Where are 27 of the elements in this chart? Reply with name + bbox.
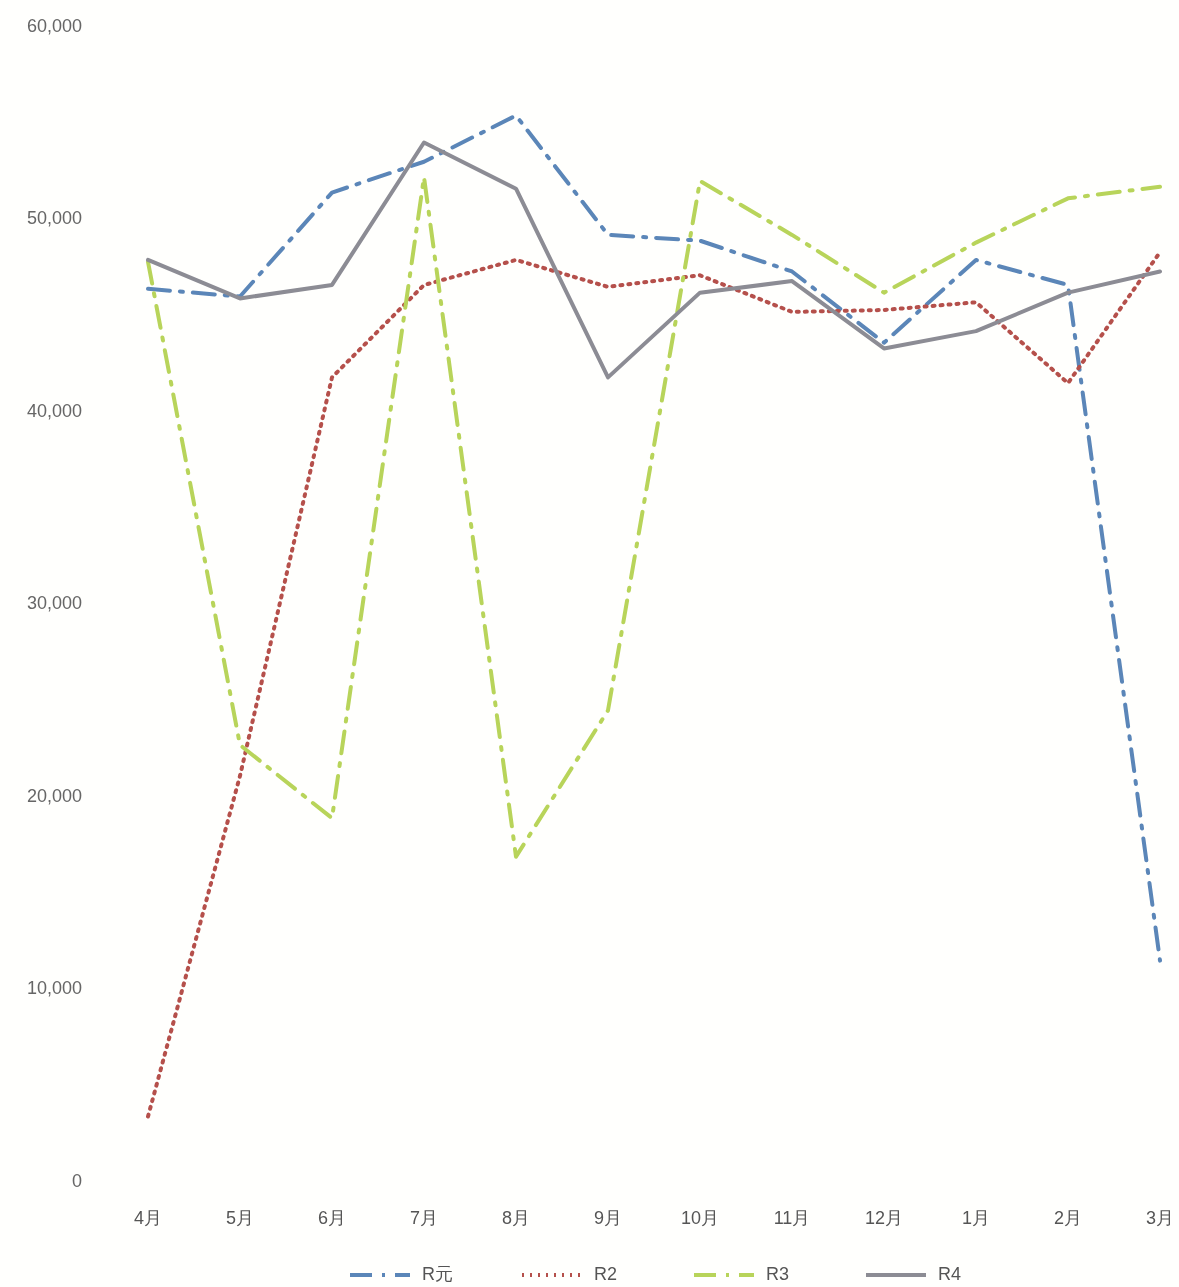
- y-tick-label: 40,000: [26, 400, 82, 421]
- x-tick-label: 3月: [1145, 1208, 1175, 1228]
- legend-label: R2: [594, 1263, 618, 1284]
- y-tick-label: 60,000: [26, 15, 82, 36]
- y-tick-label: 50,000: [26, 208, 82, 229]
- x-tick-label: 1月: [961, 1208, 991, 1228]
- line-series: [146, 140, 1162, 380]
- x-tick-label: 9月: [593, 1208, 623, 1228]
- x-tick-label: 4月: [133, 1208, 163, 1228]
- line-series: [146, 113, 1162, 963]
- y-tick-label: 10,000: [26, 978, 82, 999]
- x-tick-label: 11月: [773, 1208, 811, 1228]
- y-tick-label: 30,000: [26, 593, 82, 614]
- line-series: [146, 250, 1162, 1119]
- x-tick-label: 7月: [409, 1208, 439, 1228]
- x-tick-label: 10月: [680, 1208, 720, 1228]
- y-tick-label: 20,000: [26, 785, 82, 806]
- x-tick-label: 2月: [1053, 1208, 1083, 1228]
- x-tick-label: 12月: [864, 1208, 904, 1228]
- y-tick-label: 0: [71, 1170, 82, 1191]
- line-series: [146, 175, 1162, 859]
- legend-label: R元: [422, 1263, 453, 1284]
- legend-label: R4: [938, 1263, 962, 1284]
- x-tick-label: 5月: [225, 1208, 255, 1228]
- legend-label: R3: [766, 1263, 790, 1284]
- x-tick-label: 6月: [317, 1208, 347, 1228]
- x-tick-label: 8月: [501, 1208, 531, 1228]
